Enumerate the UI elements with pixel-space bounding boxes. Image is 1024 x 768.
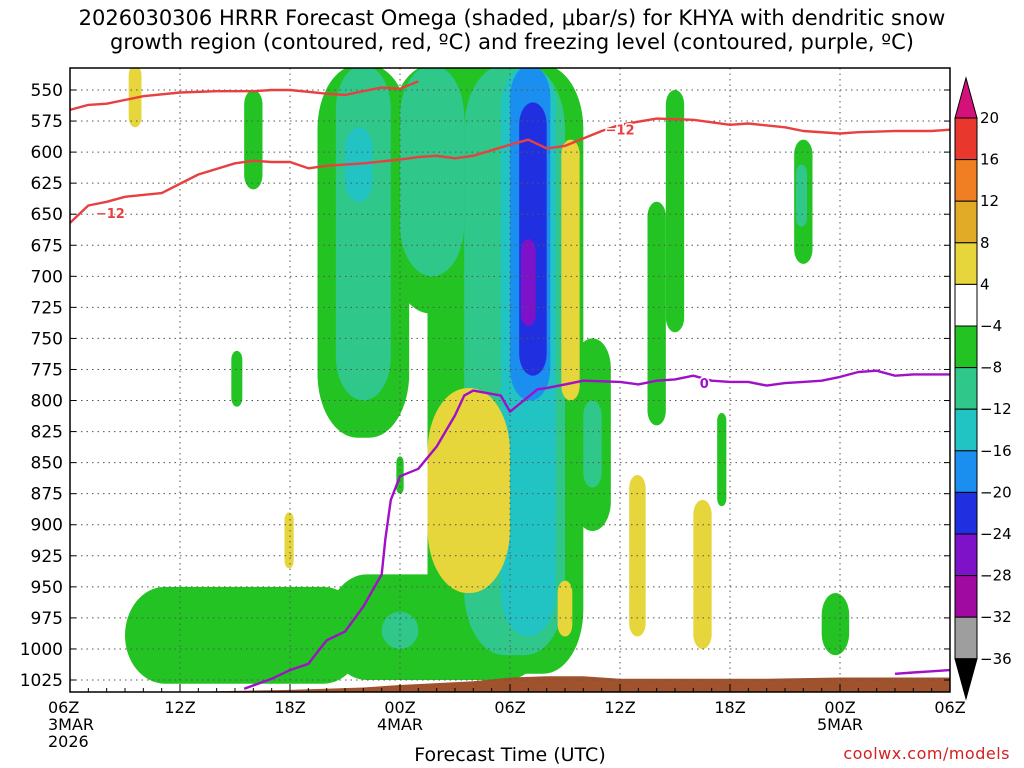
colorbar-label: −36 bbox=[980, 650, 1012, 668]
colorbar-label: 16 bbox=[980, 151, 999, 169]
contour-lines: −12 −12 0 bbox=[70, 80, 950, 690]
colorbar-label: −32 bbox=[980, 608, 1012, 626]
x-tick-label: 3MAR bbox=[48, 715, 94, 734]
omega-region--8-to--12 bbox=[335, 68, 391, 401]
y-tick-label: 750 bbox=[31, 329, 63, 349]
x-tick-label: 06Z bbox=[934, 698, 965, 717]
x-tick-label: 00Z bbox=[824, 698, 855, 717]
contour-freezing-line bbox=[243, 369, 950, 690]
x-tick-label: 4MAR bbox=[377, 715, 423, 734]
y-tick-label: 900 bbox=[31, 516, 63, 536]
title-line-2: growth region (contoured, red, ºC) and f… bbox=[110, 30, 914, 54]
y-tick-label: 775 bbox=[31, 360, 63, 380]
y-tick-label: 825 bbox=[31, 423, 63, 443]
contour-minus12-line bbox=[70, 80, 419, 112]
omega-region-4-to-8 bbox=[557, 580, 573, 637]
omega-region--20-to--24 bbox=[519, 102, 547, 376]
colorbar-bottom-arrow bbox=[954, 658, 978, 701]
omega-region--4-to--8 bbox=[665, 90, 685, 333]
y-tick-label: 625 bbox=[31, 174, 63, 194]
pressure-axis: 550 575 600 625 650 675 700 725 750 775 800 825 850 8… bbox=[20, 81, 950, 691]
omega-region-4-to-8 bbox=[561, 139, 580, 401]
colorbar-swatch bbox=[954, 283, 978, 327]
y-tick-label: 850 bbox=[31, 454, 63, 474]
colorbar-label: −20 bbox=[980, 483, 1012, 501]
colorbar-swatch bbox=[954, 491, 978, 535]
colorbar-swatch bbox=[954, 616, 978, 660]
colorbar-label: −24 bbox=[980, 525, 1012, 543]
x-tick-label: 5MAR bbox=[817, 715, 863, 734]
y-tick-label: 1000 bbox=[20, 640, 63, 660]
omega-region--4-to--8 bbox=[717, 412, 727, 507]
y-tick-label: 575 bbox=[31, 112, 63, 132]
omega-region--4-to--8 bbox=[821, 593, 850, 656]
source-credit[interactable]: coolwx.com/models bbox=[843, 744, 1010, 763]
colorbar-label: −12 bbox=[980, 400, 1012, 418]
omega-shading bbox=[125, 68, 850, 684]
y-tick-label: 800 bbox=[31, 392, 63, 412]
x-axis-label: Forecast Time (UTC) bbox=[414, 744, 606, 766]
contour-minus12-line bbox=[70, 117, 950, 224]
title-line-1: 2026030306 HRRR Forecast Omega (shaded, … bbox=[78, 6, 946, 30]
colorbar-swatch bbox=[954, 159, 978, 202]
omega-region--4-to--8 bbox=[647, 201, 666, 426]
omega-region--4-to--8 bbox=[231, 350, 243, 407]
colorbar-label: −4 bbox=[980, 317, 1002, 335]
omega-region--24-to--28 bbox=[521, 239, 536, 326]
y-tick-label: 1025 bbox=[20, 671, 63, 691]
omega-region--4-to--8 bbox=[244, 90, 263, 190]
contour-label: −12 bbox=[96, 207, 125, 222]
omega-region--8-to--12 bbox=[583, 400, 602, 488]
y-tick-label: 950 bbox=[31, 578, 63, 598]
colorbar-label: −8 bbox=[980, 359, 1002, 377]
colorbar-top-arrow bbox=[954, 76, 978, 119]
colorbar: 20 16 12 8 4 −4 −8 −12 −16 −20 −24 −28 −32 −36 bbox=[954, 76, 1012, 701]
omega-region-4-to-8 bbox=[427, 388, 510, 594]
contour-freezing-line bbox=[894, 668, 950, 675]
x-tick-label: 06Z bbox=[494, 698, 525, 717]
y-tick-label: 725 bbox=[31, 298, 63, 318]
omega-region--4-to--8 bbox=[125, 586, 364, 684]
x-tick-label: 12Z bbox=[604, 698, 635, 717]
colorbar-swatch bbox=[954, 450, 978, 493]
colorbar-label: 20 bbox=[980, 109, 999, 127]
x-tick-label: 06Z bbox=[48, 698, 79, 717]
colorbar-swatch bbox=[954, 200, 978, 244]
colorbar-label: −16 bbox=[980, 442, 1012, 460]
y-tick-label: 550 bbox=[31, 81, 63, 101]
colorbar-label: −28 bbox=[980, 567, 1012, 585]
x-tick-label: 18Z bbox=[714, 698, 745, 717]
y-tick-label: 975 bbox=[31, 609, 63, 629]
y-tick-label: 650 bbox=[31, 205, 63, 225]
colorbar-label: 12 bbox=[980, 192, 999, 210]
colorbar-swatch bbox=[954, 408, 978, 452]
omega-region--8-to--12 bbox=[400, 68, 465, 277]
y-tick-label: 875 bbox=[31, 485, 63, 505]
y-tick-label: 700 bbox=[31, 267, 63, 287]
colorbar-swatch bbox=[954, 242, 978, 285]
chart-title: 2026030306 HRRR Forecast Omega (shaded, … bbox=[0, 6, 1024, 54]
colorbar-swatch bbox=[954, 367, 978, 410]
y-tick-label: 925 bbox=[31, 547, 63, 567]
x-tick-label: 00Z bbox=[384, 698, 415, 717]
omega-region-4-to-8 bbox=[284, 512, 294, 569]
omega-region-4-to-8 bbox=[693, 499, 712, 649]
colorbar-label: 4 bbox=[980, 275, 990, 293]
x-tick-label: 2026 bbox=[48, 732, 89, 751]
y-tick-label: 675 bbox=[31, 236, 63, 256]
contour-label: −12 bbox=[606, 124, 635, 139]
colorbar-swatch bbox=[954, 575, 978, 618]
colorbar-swatch bbox=[954, 325, 978, 369]
colorbar-label: 8 bbox=[980, 234, 990, 252]
y-tick-label: 600 bbox=[31, 143, 63, 163]
x-tick-label: 12Z bbox=[164, 698, 195, 717]
contour-label: 0 bbox=[700, 377, 709, 392]
omega-region--8-to--12 bbox=[796, 164, 807, 227]
colorbar-swatch bbox=[954, 533, 978, 577]
grid-lines bbox=[70, 68, 950, 692]
x-tick-label: 18Z bbox=[274, 698, 305, 717]
colorbar-swatch bbox=[954, 117, 978, 161]
